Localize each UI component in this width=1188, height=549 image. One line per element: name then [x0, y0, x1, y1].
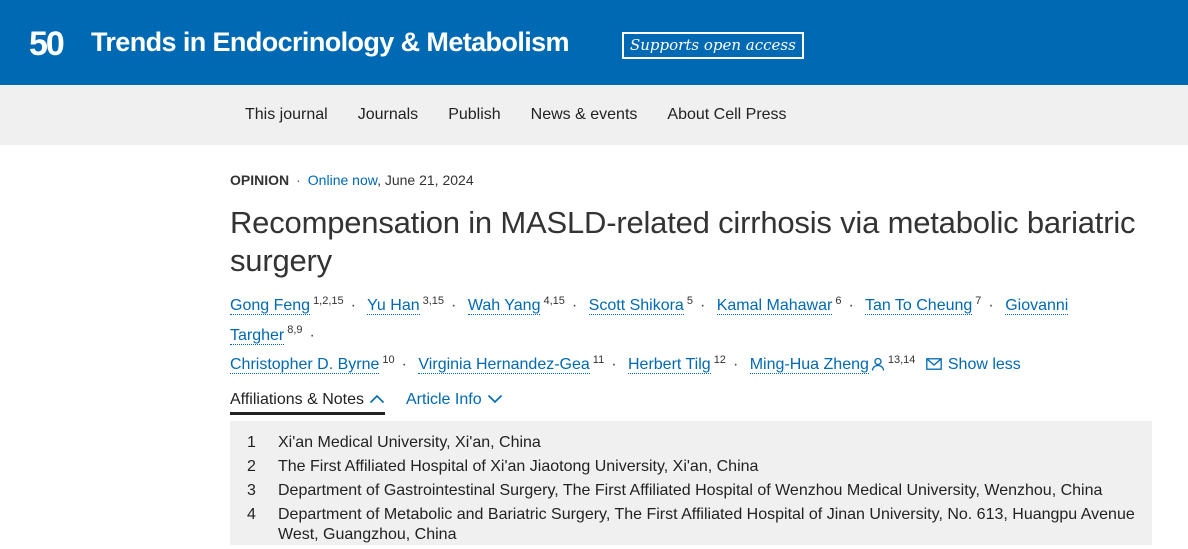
author-affiliation-refs: 3,15	[422, 295, 445, 307]
publication-date: , June 21, 2024	[377, 172, 474, 188]
journal-logo[interactable]: 50	[29, 24, 65, 64]
chevron-down-icon	[487, 391, 503, 409]
author-name[interactable]: Kamal Mahawar	[716, 297, 833, 316]
affiliation-number: 1	[247, 433, 256, 451]
author-name[interactable]: Virginia Hernandez-Gea	[418, 355, 590, 374]
affiliation-text: Xi'an Medical University, Xi'an, China	[278, 433, 541, 451]
author-separator: ·	[401, 355, 407, 373]
journal-title[interactable]: Trends in Endocrinology & Metabolism	[91, 27, 570, 57]
affiliation-text: Department of Metabolic and Bariatric Su…	[278, 505, 1135, 543]
author[interactable]: Kamal Mahawar 6	[716, 295, 842, 316]
article-type: OPINION	[230, 172, 290, 188]
tab-article-info[interactable]: Article Info	[406, 391, 503, 415]
affiliation-item: 1 Xi'an Medical University, Xi'an, China	[230, 433, 1152, 453]
author-affiliation-refs: 1,2,15	[313, 295, 344, 307]
affiliation-number: 2	[247, 457, 256, 475]
online-now-link[interactable]: Online now	[307, 172, 378, 188]
author-separator: ·	[848, 297, 854, 315]
author-affiliation-refs: 11	[592, 353, 605, 366]
affiliation-item: 4 Department of Metabolic and Bariatric …	[230, 505, 1152, 545]
nav-publish[interactable]: Publish	[448, 106, 501, 123]
open-access-badge[interactable]: Supports open access	[622, 32, 804, 59]
author-separator: ·	[451, 297, 457, 315]
article-header: OPINION · Online now, June 21, 2024 Recomp…	[230, 172, 1160, 549]
affiliation-text: Department of Gastrointestinal Surgery, …	[278, 481, 1103, 499]
author-name[interactable]: Yu Han	[367, 297, 420, 316]
corresponding-author-icon	[871, 355, 885, 379]
author-name[interactable]: Scott Shikora	[588, 297, 684, 316]
author-corresponding[interactable]: Ming-Hua Zheng 13,14	[749, 353, 916, 374]
affiliation-number: 3	[247, 481, 256, 499]
author-separator: ·	[611, 355, 617, 373]
affiliation-text: The First Affiliated Hospital of Xi'an J…	[278, 457, 759, 475]
anniversary-50-logo: 50	[29, 24, 65, 64]
author[interactable]: Wah Yang 4,15	[467, 295, 565, 316]
author-name[interactable]: Giovanni Targher	[230, 297, 1069, 345]
author-affiliation-refs: 8,9	[287, 324, 303, 337]
nav-about-cell-press[interactable]: About Cell Press	[667, 106, 787, 123]
author[interactable]: Yu Han 3,15	[367, 295, 445, 316]
author-affiliation-refs: 12	[713, 353, 726, 366]
article-title: Recompensation in MASLD-related cirrhosi…	[230, 205, 1136, 278]
author-affiliation-refs: 13,14	[887, 353, 916, 366]
author[interactable]: Giovanni Targher 8,9	[230, 297, 1069, 345]
author-separator: ·	[309, 326, 315, 344]
author-affiliation-refs: 6	[835, 295, 842, 307]
tab-label: Article Info	[406, 390, 482, 408]
logo-text: 50	[29, 24, 65, 63]
affiliation-number: 4	[247, 505, 256, 523]
author-affiliation-refs: 10	[382, 353, 395, 366]
meta-separator: ·	[296, 172, 301, 188]
author[interactable]: Tan To Cheung 7	[864, 295, 982, 316]
author[interactable]: Virginia Hernandez-Gea 11	[418, 353, 605, 374]
author-affiliation-refs: 4,15	[543, 295, 565, 307]
author[interactable]: Christopher D. Byrne 10	[230, 353, 395, 374]
author-name[interactable]: Tan To Cheung	[864, 297, 973, 316]
email-icon[interactable]	[926, 354, 942, 378]
tab-label: Affiliations & Notes	[230, 390, 364, 408]
author-list: Gong Feng 1,2,15 · Yu Han 3,15 · Wah Yang 4,1…	[230, 289, 1160, 379]
author-name[interactable]: Gong Feng	[230, 297, 311, 316]
author-separator: ·	[571, 297, 578, 315]
author-name[interactable]: Herbert Tilg	[627, 355, 711, 374]
nav-journals[interactable]: Journals	[357, 106, 419, 123]
author-name[interactable]: Wah Yang	[467, 297, 541, 316]
show-less-link[interactable]: Show less	[947, 355, 1021, 373]
chevron-up-icon	[369, 391, 385, 409]
author-separator: ·	[732, 355, 739, 373]
main-nav: This journal Journals Publish News & eve…	[0, 85, 1188, 145]
nav-news-events[interactable]: News & events	[530, 106, 638, 123]
author-separator: ·	[699, 297, 706, 315]
affiliation-item: 3 Department of Gastrointestinal Surgery…	[230, 481, 1152, 501]
author-separator: ·	[350, 297, 356, 315]
article-tabs: Affiliations & Notes Article Info	[230, 385, 1160, 415]
nav-this-journal[interactable]: This journal	[245, 106, 328, 123]
author-name[interactable]: Christopher D. Byrne	[230, 355, 380, 374]
affiliations-panel: 1 Xi'an Medical University, Xi'an, China…	[230, 420, 1152, 545]
author[interactable]: Scott Shikora 5	[588, 295, 693, 316]
author-separator: ·	[988, 297, 994, 315]
author-affiliation-refs: 5	[686, 295, 693, 307]
author-affiliation-refs: 7	[975, 295, 982, 307]
author[interactable]: Herbert Tilg 12	[627, 353, 726, 374]
journal-header: 50 Trends in Endocrinology & Metabolism …	[0, 0, 1188, 85]
author-name[interactable]: Ming-Hua Zheng	[749, 355, 869, 374]
affiliation-item: 2 The First Affiliated Hospital of Xi'an…	[230, 457, 1152, 477]
tab-affiliations-notes[interactable]: Affiliations & Notes	[230, 391, 385, 415]
author[interactable]: Gong Feng 1,2,15	[230, 295, 344, 316]
article-meta: OPINION · Online now, June 21, 2024	[230, 172, 1160, 188]
